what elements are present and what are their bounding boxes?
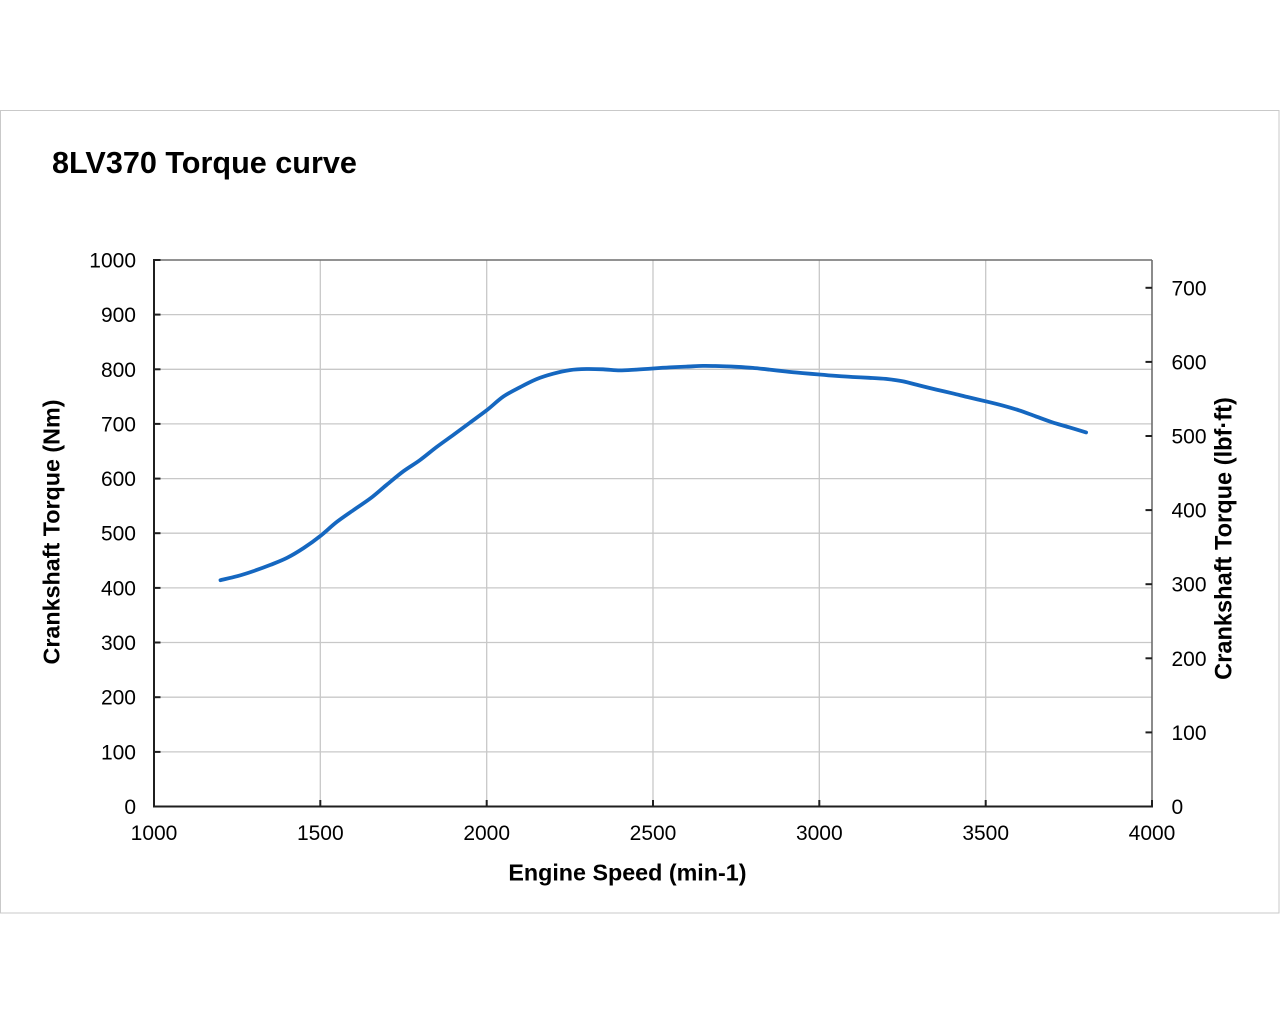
svg-text:100: 100 <box>101 741 136 764</box>
svg-text:200: 200 <box>101 687 136 710</box>
svg-text:0: 0 <box>1172 796 1184 819</box>
svg-text:600: 600 <box>1172 351 1207 374</box>
svg-text:0: 0 <box>124 796 136 819</box>
svg-text:3000: 3000 <box>796 822 843 845</box>
svg-text:Crankshaft Torque (lbf·ft): Crankshaft Torque (lbf·ft) <box>1211 397 1237 680</box>
svg-text:1000: 1000 <box>131 822 178 845</box>
svg-text:400: 400 <box>101 577 136 600</box>
svg-text:200: 200 <box>1172 648 1207 671</box>
svg-text:Crankshaft Torque (Nm): Crankshaft Torque (Nm) <box>39 400 65 665</box>
svg-text:3500: 3500 <box>962 822 1009 845</box>
svg-text:600: 600 <box>101 468 136 491</box>
svg-text:700: 700 <box>101 413 136 436</box>
svg-text:8LV370 Torque curve: 8LV370 Torque curve <box>52 146 357 180</box>
svg-text:500: 500 <box>101 523 136 546</box>
svg-text:500: 500 <box>1172 426 1207 449</box>
svg-text:400: 400 <box>1172 500 1207 523</box>
svg-text:700: 700 <box>1172 277 1207 300</box>
svg-text:800: 800 <box>101 359 136 382</box>
svg-text:300: 300 <box>1172 574 1207 597</box>
svg-text:Engine Speed (min-1): Engine Speed (min-1) <box>508 860 746 886</box>
svg-text:4000: 4000 <box>1129 822 1176 845</box>
svg-text:2000: 2000 <box>463 822 510 845</box>
svg-text:1500: 1500 <box>297 822 344 845</box>
svg-text:100: 100 <box>1172 722 1207 745</box>
svg-text:2500: 2500 <box>630 822 677 845</box>
svg-text:1000: 1000 <box>89 250 136 273</box>
svg-text:300: 300 <box>101 632 136 655</box>
svg-text:900: 900 <box>101 304 136 327</box>
